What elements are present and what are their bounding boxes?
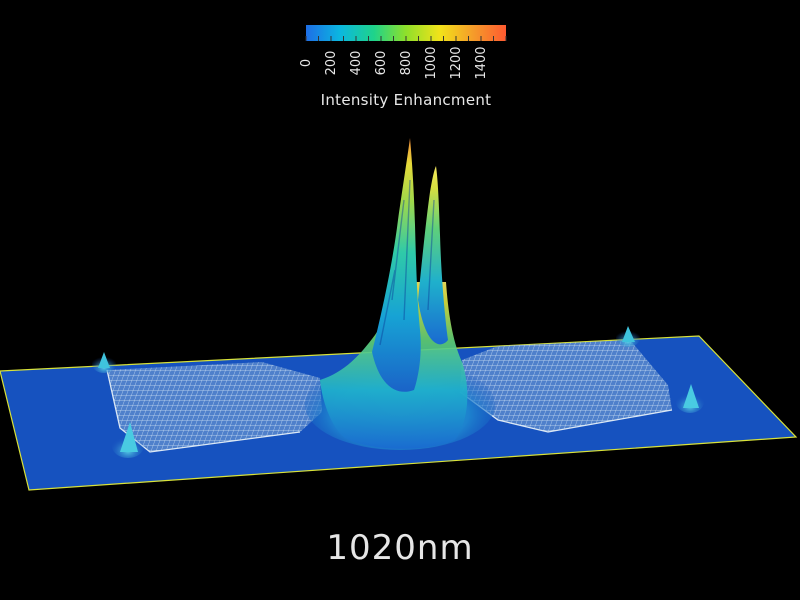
- colorbar: 0 200 400 600 800 1000 1200 1400: [299, 25, 507, 80]
- peak-ridge-lines: [379, 179, 435, 346]
- colorbar-ticks: [305, 36, 507, 41]
- colorbar-tick-label: 400: [349, 51, 364, 76]
- colorbar-tick-label: 1000: [424, 46, 439, 79]
- spike-left-back-tip: [98, 352, 110, 368]
- colorbar-tick-label: 0: [299, 59, 314, 67]
- colorbar-tick-label: 1200: [449, 46, 464, 79]
- colorbar-tick-label: 200: [324, 51, 339, 76]
- colorbar-tick-label: 1400: [474, 46, 489, 79]
- colorbar-tick-label: 800: [399, 51, 414, 76]
- left-nanostructure: [106, 362, 322, 453]
- spike-right-front-tip: [683, 384, 699, 408]
- main-peak: [372, 138, 421, 392]
- spike-right-back-tip: [622, 326, 635, 342]
- spike-left-front-tip: [120, 422, 138, 452]
- secondary-peak: [418, 166, 448, 345]
- right-nanostructure: [459, 340, 673, 433]
- colorbar-title: Intensity Enhancment: [320, 91, 492, 109]
- colorbar-tick-labels: 0 200 400 600 800 1000 1200 1400: [299, 46, 489, 79]
- wavelength-caption: 1020nm: [326, 528, 474, 568]
- colorbar-tick-label: 600: [374, 51, 389, 76]
